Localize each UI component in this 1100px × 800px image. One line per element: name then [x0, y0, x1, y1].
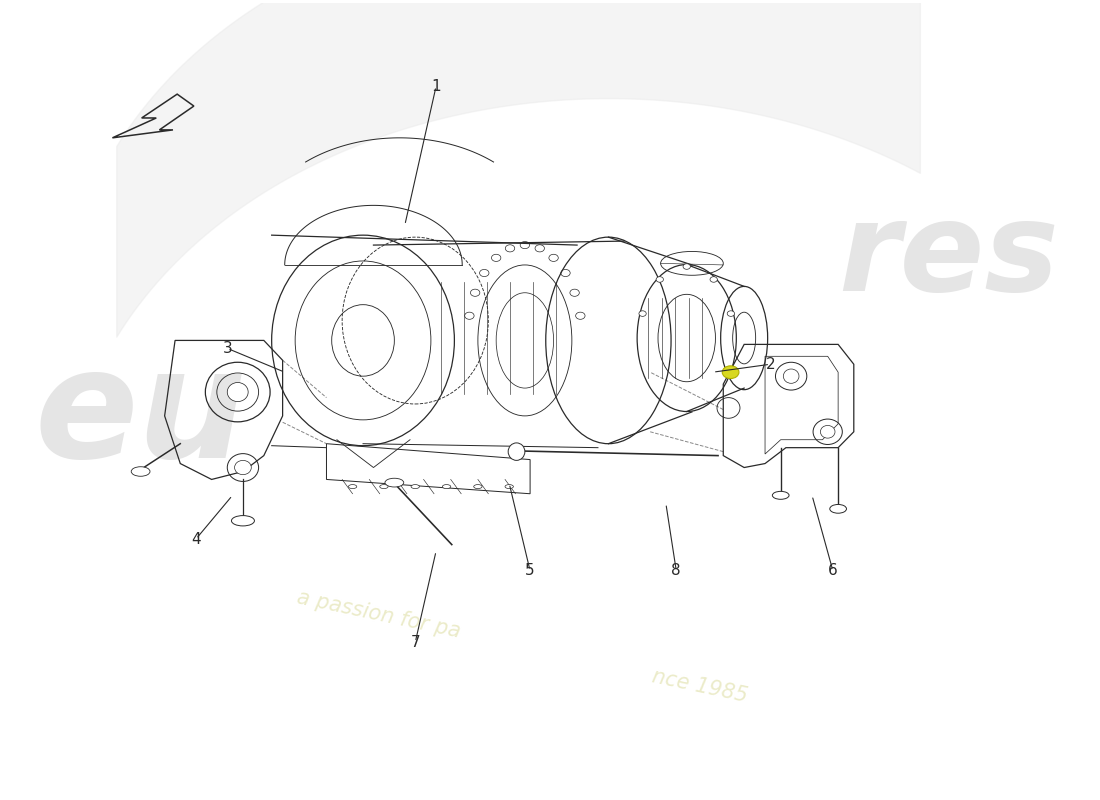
- Ellipse shape: [474, 485, 482, 489]
- Text: 1: 1: [431, 78, 441, 94]
- Text: 4: 4: [191, 531, 201, 546]
- Ellipse shape: [656, 277, 663, 282]
- Ellipse shape: [639, 310, 646, 316]
- Text: 6: 6: [828, 563, 838, 578]
- Ellipse shape: [234, 460, 251, 474]
- Ellipse shape: [505, 485, 514, 489]
- Ellipse shape: [829, 505, 847, 514]
- Ellipse shape: [821, 426, 835, 438]
- Text: a passion for pa: a passion for pa: [295, 587, 462, 642]
- Ellipse shape: [508, 443, 525, 460]
- Ellipse shape: [385, 478, 404, 487]
- Ellipse shape: [710, 277, 717, 282]
- Text: eu: eu: [34, 342, 246, 490]
- Ellipse shape: [379, 485, 388, 489]
- Ellipse shape: [727, 310, 735, 316]
- Text: 7: 7: [410, 635, 420, 650]
- Text: 2: 2: [766, 357, 775, 372]
- Ellipse shape: [442, 485, 451, 489]
- Text: 8: 8: [671, 563, 681, 578]
- Text: nce 1985: nce 1985: [650, 666, 749, 706]
- Ellipse shape: [683, 264, 691, 270]
- Ellipse shape: [131, 466, 150, 476]
- Text: 5: 5: [526, 563, 535, 578]
- Ellipse shape: [228, 382, 249, 402]
- Text: 3: 3: [222, 341, 232, 356]
- Ellipse shape: [783, 369, 799, 383]
- Text: res: res: [838, 197, 1059, 318]
- Ellipse shape: [231, 515, 254, 526]
- Ellipse shape: [411, 485, 419, 489]
- Ellipse shape: [723, 366, 739, 378]
- Ellipse shape: [772, 491, 789, 499]
- Ellipse shape: [349, 485, 356, 489]
